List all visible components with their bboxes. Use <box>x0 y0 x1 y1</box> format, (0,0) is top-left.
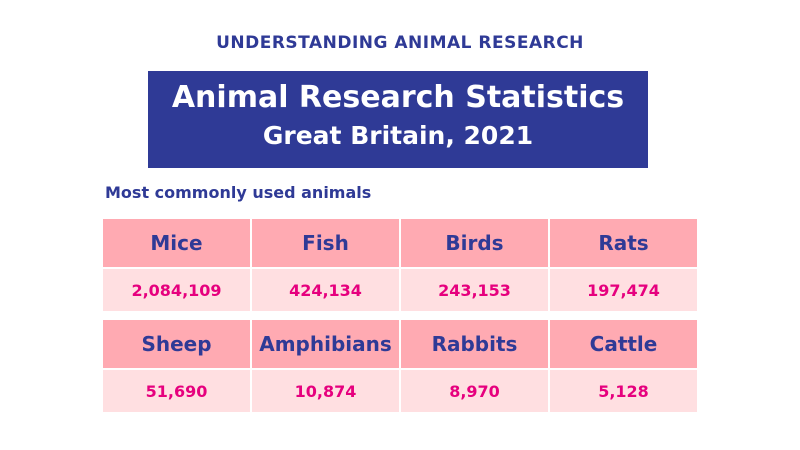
animal-name: Cattle <box>550 320 697 368</box>
animal-name: Rabbits <box>401 320 548 368</box>
animal-count: 2,084,109 <box>103 269 250 311</box>
animal-count: 424,134 <box>252 269 399 311</box>
organization-name: UNDERSTANDING ANIMAL RESEARCH <box>216 33 584 53</box>
animal-name: Mice <box>103 219 250 267</box>
animal-count: 243,153 <box>401 269 548 311</box>
animal-name: Birds <box>401 219 548 267</box>
animal-count: 8,970 <box>401 370 548 412</box>
animal-count: 5,128 <box>550 370 697 412</box>
animal-table-row-2: Sheep Amphibians Rabbits Cattle 51,690 1… <box>103 320 697 412</box>
animal-count: 10,874 <box>252 370 399 412</box>
animal-count: 51,690 <box>103 370 250 412</box>
animal-name: Fish <box>252 219 399 267</box>
animal-name: Sheep <box>103 320 250 368</box>
page-title: Animal Research Statistics <box>171 80 625 115</box>
title-banner: Animal Research Statistics Great Britain… <box>148 71 648 168</box>
animal-name: Rats <box>550 219 697 267</box>
animal-name: Amphibians <box>252 320 399 368</box>
animal-count: 197,474 <box>550 269 697 311</box>
page-subtitle: Great Britain, 2021 <box>262 121 534 150</box>
section-label: Most commonly used animals <box>105 183 372 202</box>
animal-table-row-1: Mice Fish Birds Rats 2,084,109 424,134 2… <box>103 219 697 311</box>
